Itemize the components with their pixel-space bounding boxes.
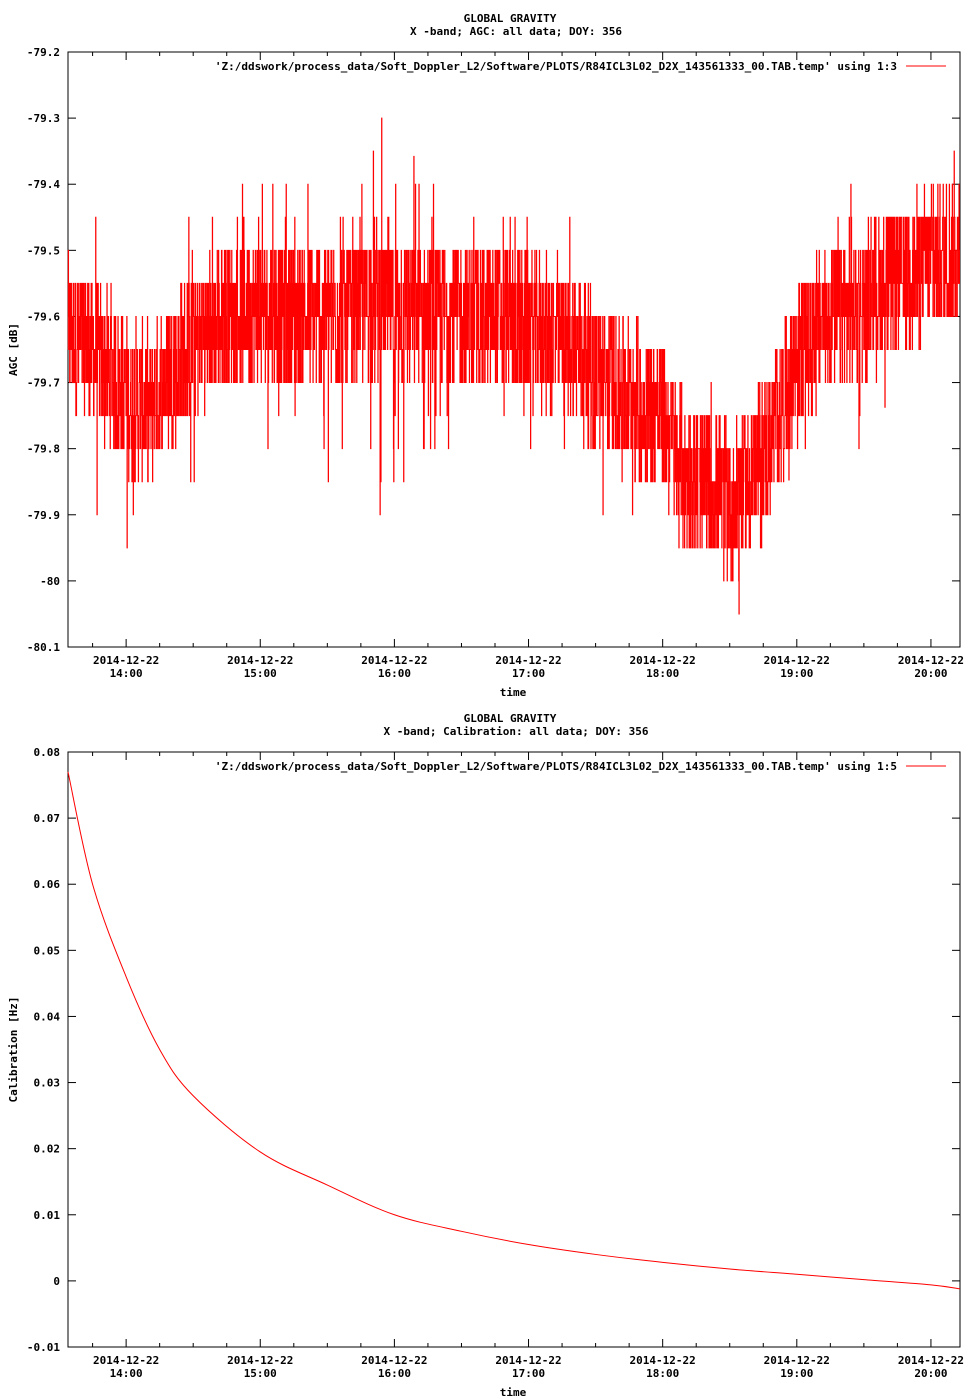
series-line <box>67 771 961 1290</box>
y-tick-label: 0.02 <box>34 1143 61 1156</box>
x-tick-date-label: 2014-12-22 <box>227 1354 293 1367</box>
x-tick-time-label: 20:00 <box>914 1367 947 1380</box>
x-tick-time-label: 19:00 <box>780 1367 813 1380</box>
y-tick-label: 0 <box>53 1275 60 1288</box>
x-tick-time-label: 19:00 <box>780 667 813 680</box>
x-tick-date-label: 2014-12-22 <box>495 654 561 667</box>
x-axis-label: time <box>500 686 527 699</box>
chart-subtitle: X -band; AGC: all data; DOY: 356 <box>410 25 622 38</box>
chart-subtitle: X -band; Calibration: all data; DOY: 356 <box>384 725 649 738</box>
x-tick-date-label: 2014-12-22 <box>764 654 830 667</box>
x-tick-date-label: 2014-12-22 <box>361 654 427 667</box>
y-tick-label: -80 <box>40 575 60 588</box>
y-tick-label: -79.2 <box>27 46 60 59</box>
y-tick-label: -79.6 <box>27 310 60 323</box>
y-axis-label: AGC [dB] <box>7 323 20 376</box>
y-tick-label: 0.01 <box>34 1209 61 1222</box>
calibration-curve <box>67 771 961 1290</box>
x-tick-time-label: 18:00 <box>646 1367 679 1380</box>
x-tick-date-label: 2014-12-22 <box>630 1354 696 1367</box>
y-tick-label: 0.08 <box>34 746 61 759</box>
x-tick-time-label: 15:00 <box>244 1367 277 1380</box>
chart-title: GLOBAL GRAVITY <box>464 712 557 725</box>
agc-chart-panel: GLOBAL GRAVITY X -band; AGC: all data; DO… <box>7 12 964 699</box>
legend-label: 'Z:/ddswork/process_data/Soft_Doppler_L2… <box>215 760 897 773</box>
y-tick-label: -79.9 <box>27 509 60 522</box>
x-tick-date-label: 2014-12-22 <box>227 654 293 667</box>
y-tick-label: -0.01 <box>27 1341 60 1354</box>
x-tick-date-label: 2014-12-22 <box>495 1354 561 1367</box>
y-tick-label: -79.4 <box>27 178 60 191</box>
x-tick-date-label: 2014-12-22 <box>764 1354 830 1367</box>
x-tick-date-label: 2014-12-22 <box>93 654 159 667</box>
x-tick-date-label: 2014-12-22 <box>93 1354 159 1367</box>
legend: 'Z:/ddswork/process_data/Soft_Doppler_L2… <box>215 60 946 73</box>
plot-frame <box>67 751 961 1348</box>
x-tick-date-label: 2014-12-22 <box>898 654 964 667</box>
x-tick-date-label: 2014-12-22 <box>361 1354 427 1367</box>
y-tick-label: 0.07 <box>34 812 61 825</box>
x-tick-time-label: 17:00 <box>512 1367 545 1380</box>
y-tick-label: 0.05 <box>34 944 61 957</box>
chart-title: GLOBAL GRAVITY <box>464 12 557 25</box>
x-tick-time-label: 14:00 <box>110 667 143 680</box>
x-tick-date-label: 2014-12-22 <box>630 654 696 667</box>
y-tick-label: -80.1 <box>27 641 60 654</box>
y-axis-label: Calibration [Hz] <box>7 997 20 1103</box>
calibration-chart-panel: GLOBAL GRAVITY X -band; Calibration: all … <box>0 700 980 1400</box>
y-tick-label: 0.04 <box>34 1010 61 1023</box>
legend-label: 'Z:/ddswork/process_data/Soft_Doppler_L2… <box>215 60 897 73</box>
x-tick-time-label: 18:00 <box>646 667 679 680</box>
x-tick-time-label: 15:00 <box>244 667 277 680</box>
y-tick-label: -79.3 <box>27 112 60 125</box>
y-tick-label: -79.7 <box>27 377 60 390</box>
x-tick-time-label: 17:00 <box>512 667 545 680</box>
x-tick-time-label: 20:00 <box>914 667 947 680</box>
series-line <box>67 117 960 615</box>
x-tick-time-label: 14:00 <box>110 1367 143 1380</box>
y-tick-label: -79.5 <box>27 244 60 257</box>
x-tick-time-label: 16:00 <box>378 667 411 680</box>
x-tick-date-label: 2014-12-22 <box>898 1354 964 1367</box>
x-tick-time-label: 16:00 <box>378 1367 411 1380</box>
y-tick-label: 0.03 <box>34 1077 61 1090</box>
y-tick-label: 0.06 <box>34 878 61 891</box>
legend: 'Z:/ddswork/process_data/Soft_Doppler_L2… <box>215 760 946 773</box>
agc-trace <box>67 117 960 615</box>
y-tick-label: -79.8 <box>27 443 60 456</box>
x-axis-label: time <box>500 1386 527 1399</box>
